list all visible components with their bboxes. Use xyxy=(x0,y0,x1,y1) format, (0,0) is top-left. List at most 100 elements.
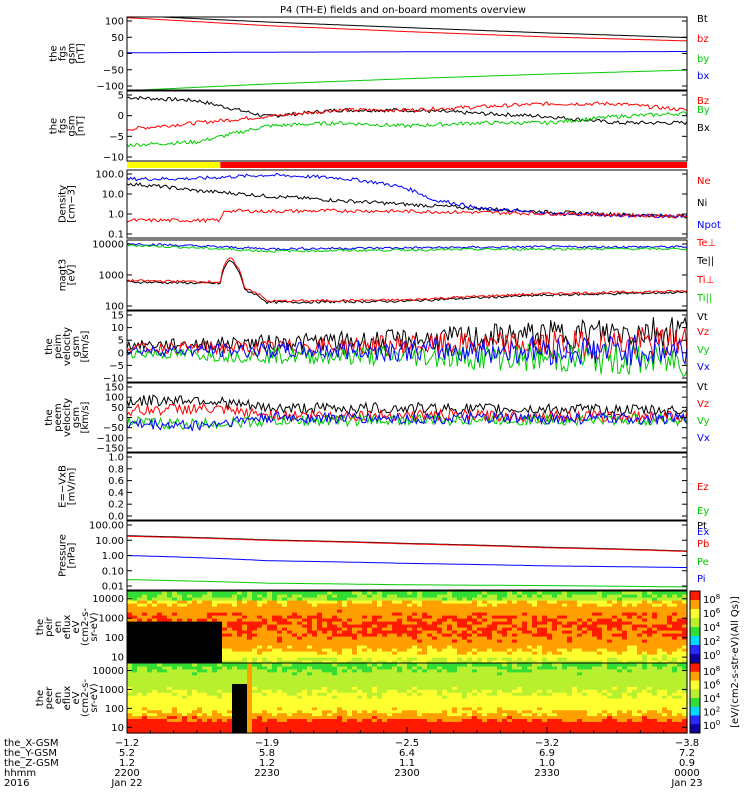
spectrogram-cell xyxy=(267,706,273,711)
spectrogram-cell xyxy=(492,597,498,601)
spectrogram-cell xyxy=(157,660,163,664)
spectrogram-cell xyxy=(497,698,503,702)
spectrogram-cell xyxy=(367,663,373,667)
spectrogram-cell xyxy=(132,706,138,711)
spectrogram-cell xyxy=(312,709,318,714)
spectrogram-cell xyxy=(217,695,223,699)
y-axis-label-line: [eV] xyxy=(67,265,78,286)
spectrogram-cell xyxy=(677,597,683,601)
spectrogram-cell xyxy=(437,609,443,613)
spectrogram-cell xyxy=(667,642,673,646)
spectrogram-cell xyxy=(442,721,448,725)
spectrogram-cell xyxy=(462,618,468,622)
spectrogram-cell xyxy=(467,663,473,667)
spectrogram-cell xyxy=(522,703,528,708)
spectrogram-cell xyxy=(162,627,168,631)
spectrogram-cell xyxy=(217,621,223,625)
spectrogram-cell xyxy=(292,680,298,685)
spectrogram-cell xyxy=(202,686,208,690)
spectrogram-cell xyxy=(497,633,503,637)
spectrogram-cell xyxy=(332,674,338,679)
spectrogram-cell xyxy=(642,657,648,661)
spectrogram-cell xyxy=(222,642,228,646)
spectrogram-cell xyxy=(347,674,353,679)
spectrogram-cell xyxy=(472,712,478,717)
spectrogram-cell xyxy=(187,727,193,731)
spectrogram-cell xyxy=(277,636,283,640)
spectrogram-cell xyxy=(347,721,353,725)
spectrogram-cell xyxy=(342,683,348,687)
spectrogram-cell xyxy=(417,712,423,717)
spectrogram-cell xyxy=(477,663,483,667)
spectrogram-cell xyxy=(592,594,598,598)
spectrogram-cell xyxy=(487,612,493,616)
spectrogram-cell xyxy=(197,615,203,619)
spectrogram-cell xyxy=(402,645,408,649)
spectrogram-cell xyxy=(182,594,188,598)
spectrogram-cell xyxy=(427,627,433,631)
spectrogram-cell xyxy=(412,603,418,607)
spectrogram-cell xyxy=(412,645,418,649)
spectrogram-cell xyxy=(492,683,498,687)
spectrogram-cell xyxy=(187,671,193,676)
spectrogram-cell xyxy=(337,727,343,731)
spectrogram-cell xyxy=(252,674,258,679)
spectrogram-cell xyxy=(352,606,358,610)
spectrogram-cell xyxy=(542,698,548,702)
spectrogram-cell xyxy=(367,651,373,655)
spectrogram-cell xyxy=(652,657,658,661)
spectrogram-cell xyxy=(342,654,348,658)
spectrogram-cell xyxy=(417,648,423,652)
spectrogram-cell xyxy=(222,636,228,640)
spectrogram-cell xyxy=(507,715,513,720)
spectrogram-cell xyxy=(462,657,468,661)
spectrogram-cell xyxy=(437,683,443,687)
spectrogram-cell xyxy=(387,597,393,601)
spectrogram-cell xyxy=(452,671,458,676)
spectrogram-cell xyxy=(267,689,273,693)
spectrogram-cell xyxy=(432,689,438,693)
spectrogram-cell xyxy=(267,671,273,676)
spectrogram-cell xyxy=(497,591,503,595)
spectrogram-cell xyxy=(482,609,488,613)
spectrogram-cell xyxy=(192,630,198,634)
spectrogram-cell xyxy=(187,600,193,604)
spectrogram-cell xyxy=(532,695,538,699)
spectrogram-cell xyxy=(427,683,433,687)
spectrogram-cell xyxy=(582,615,588,619)
spectrogram-cell xyxy=(247,730,253,734)
spectrogram-cell xyxy=(282,674,288,679)
spectrogram-cell xyxy=(517,695,523,699)
spectrogram-cell xyxy=(497,715,503,720)
spectrogram-cell xyxy=(287,674,293,679)
spectrogram-cell xyxy=(407,712,413,717)
spectrogram-cell xyxy=(397,712,403,717)
spectrogram-cell xyxy=(157,721,163,725)
spectrogram-cell xyxy=(197,600,203,604)
spectrogram-cell xyxy=(302,692,308,696)
spectrogram-cell xyxy=(557,591,563,595)
spectrogram-cell xyxy=(362,645,368,649)
spectrogram-cell xyxy=(412,624,418,628)
spectrogram-cell xyxy=(522,609,528,613)
spectrogram-cell xyxy=(157,594,163,598)
spectrogram-cell xyxy=(447,715,453,720)
spectrogram-cell xyxy=(217,648,223,652)
spectrogram-cell xyxy=(427,621,433,625)
spectrogram-cell xyxy=(377,600,383,604)
spectrogram-cell xyxy=(202,591,208,595)
spectrogram-cell xyxy=(642,609,648,613)
spectrogram-cell xyxy=(342,700,348,705)
spectrogram-cell xyxy=(662,651,668,655)
spectrogram-cell xyxy=(202,621,208,625)
spectrogram-cell xyxy=(222,594,228,598)
spectrogram-cell xyxy=(547,663,553,667)
spectrogram-cell xyxy=(372,642,378,646)
spectrogram-cell xyxy=(337,730,343,734)
spectrogram-cell xyxy=(142,615,148,619)
spectrogram-cell xyxy=(477,609,483,613)
spectrogram-cell xyxy=(412,721,418,725)
spectrogram-cell xyxy=(372,645,378,649)
spectrogram-cell xyxy=(132,603,138,607)
spectrogram-cell xyxy=(362,609,368,613)
